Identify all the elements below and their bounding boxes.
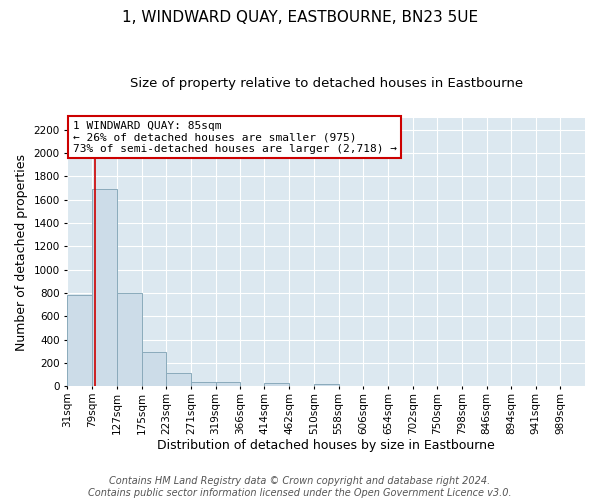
Bar	[215, 382, 240, 386]
Text: Contains HM Land Registry data © Crown copyright and database right 2024.
Contai: Contains HM Land Registry data © Crown c…	[88, 476, 512, 498]
Bar	[191, 382, 215, 386]
Text: 1 WINDWARD QUAY: 85sqm
← 26% of detached houses are smaller (975)
73% of semi-de: 1 WINDWARD QUAY: 85sqm ← 26% of detached…	[73, 120, 397, 154]
Bar	[117, 293, 142, 386]
Bar	[314, 384, 338, 386]
X-axis label: Distribution of detached houses by size in Eastbourne: Distribution of detached houses by size …	[157, 440, 495, 452]
Text: 1, WINDWARD QUAY, EASTBOURNE, BN23 5UE: 1, WINDWARD QUAY, EASTBOURNE, BN23 5UE	[122, 10, 478, 25]
Title: Size of property relative to detached houses in Eastbourne: Size of property relative to detached ho…	[130, 78, 523, 90]
Bar	[67, 296, 92, 386]
Bar	[92, 189, 117, 386]
Bar	[166, 374, 191, 386]
Bar	[142, 352, 166, 386]
Bar	[265, 384, 289, 386]
Y-axis label: Number of detached properties: Number of detached properties	[15, 154, 28, 350]
